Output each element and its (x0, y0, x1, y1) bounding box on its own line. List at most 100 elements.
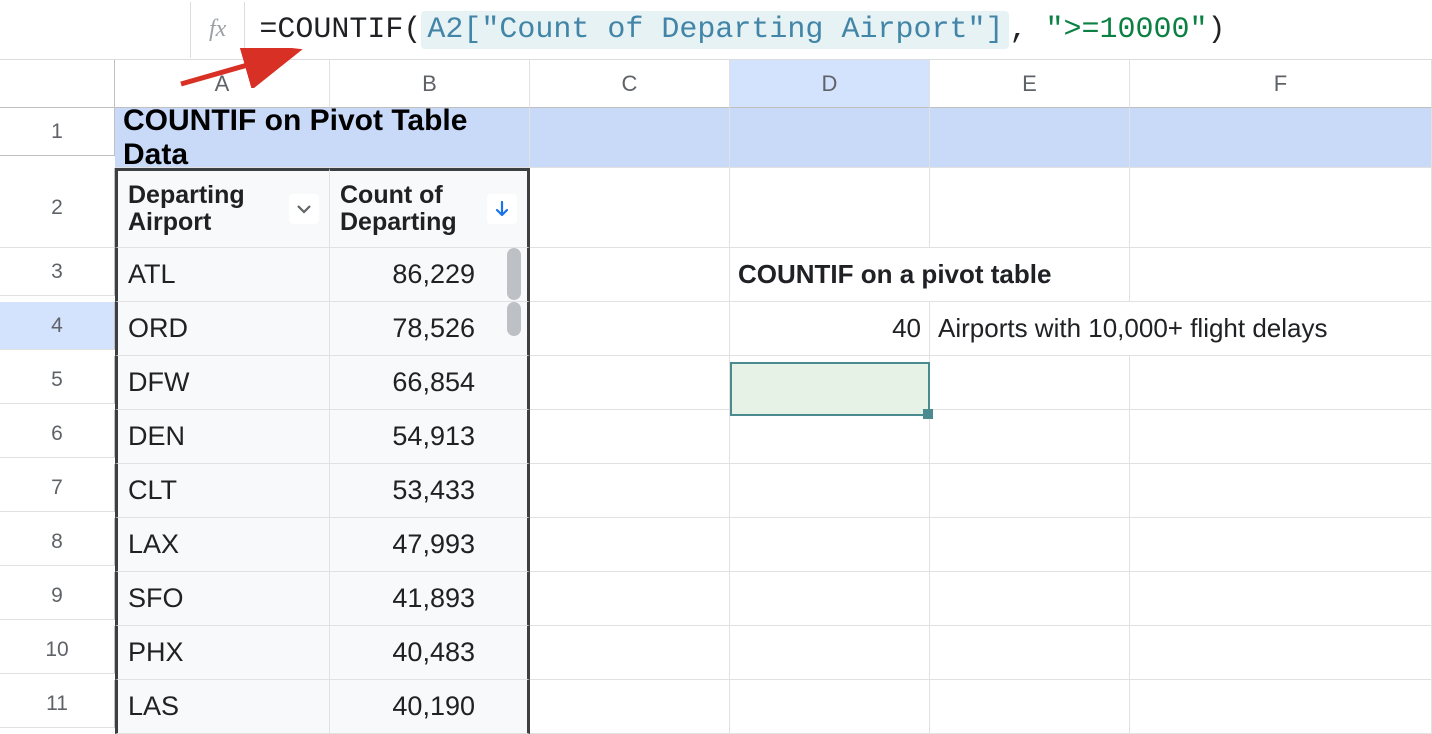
cell-F2[interactable] (1130, 168, 1432, 248)
formula-reference: A2["Count of Departing Airport"] (421, 11, 1009, 49)
pivot-cell-count[interactable]: 40,190 (330, 680, 530, 734)
pivot-cell-count[interactable]: 86,229 (330, 248, 530, 302)
cell-C5[interactable] (530, 356, 730, 410)
pivot-cell-airport[interactable]: ATL (115, 248, 330, 302)
cell-F1[interactable] (1130, 108, 1432, 168)
pivot-cell-count[interactable]: 41,893 (330, 572, 530, 626)
cell-E1[interactable] (930, 108, 1130, 168)
pivot-cell-airport[interactable]: DFW (115, 356, 330, 410)
pivot-header-count-departing[interactable]: Count of Departing (330, 168, 530, 248)
pivot-cell-count[interactable]: 66,854 (330, 356, 530, 410)
pivot-cell-count[interactable]: 47,993 (330, 518, 530, 572)
cell-F7[interactable] (1130, 464, 1432, 518)
title-cell[interactable]: COUNTIF on Pivot Table Data (115, 108, 530, 168)
cell-D1[interactable] (730, 108, 930, 168)
row-header-7[interactable]: 7 (0, 464, 115, 512)
cell-C4[interactable] (530, 302, 730, 356)
cell-C11[interactable] (530, 680, 730, 734)
formula-bar: fx =COUNTIF(A2["Count of Departing Airpo… (0, 0, 1432, 60)
sort-desc-arrow-icon[interactable] (487, 194, 517, 224)
fx-icon[interactable]: fx (191, 16, 244, 43)
cell-F10[interactable] (1130, 626, 1432, 680)
cell-E7[interactable] (930, 464, 1130, 518)
cell-E2[interactable] (930, 168, 1130, 248)
cell-C3[interactable] (530, 248, 730, 302)
formula-string-arg: ">=10000" (1045, 13, 1207, 47)
cell-C10[interactable] (530, 626, 730, 680)
pivot-scrollbar[interactable] (507, 302, 521, 355)
pivot-cell-count[interactable]: 53,433 (330, 464, 530, 518)
cell-C6[interactable] (530, 410, 730, 464)
spreadsheet-grid[interactable]: A B C D E F 1 COUNTIF on Pivot Table Dat… (0, 60, 1432, 734)
cell-F9[interactable] (1130, 572, 1432, 626)
result-label[interactable]: Airports with 10,000+ flight delays (930, 302, 1432, 356)
row-header-1[interactable]: 1 (0, 108, 115, 156)
formula-input[interactable]: =COUNTIF(A2["Count of Departing Airport"… (245, 11, 1225, 49)
pivot-cell-count[interactable]: 78,526 (330, 302, 530, 356)
cell-E10[interactable] (930, 626, 1130, 680)
row-header-2[interactable]: 2 (0, 168, 115, 248)
formula-fn-open: COUNTIF( (277, 13, 421, 47)
row-header-9[interactable]: 9 (0, 572, 115, 620)
cell-D8[interactable] (730, 518, 930, 572)
cell-D4-result[interactable]: 40 (730, 302, 930, 356)
cell-C9[interactable] (530, 572, 730, 626)
pivot-cell-count[interactable]: 40,483 (330, 626, 530, 680)
pivot-cell-airport[interactable]: LAS (115, 680, 330, 734)
col-header-A[interactable]: A (115, 60, 330, 108)
cell-C8[interactable] (530, 518, 730, 572)
pivot-header-departing-airport[interactable]: Departing Airport (115, 168, 330, 248)
cell-E9[interactable] (930, 572, 1130, 626)
cell-D6[interactable] (730, 410, 930, 464)
cell-D5[interactable] (730, 356, 930, 410)
row-header-8[interactable]: 8 (0, 518, 115, 566)
pivot-cell-airport[interactable]: LAX (115, 518, 330, 572)
pivot-cell-airport[interactable]: ORD (115, 302, 330, 356)
cell-F5[interactable] (1130, 356, 1432, 410)
col-header-E[interactable]: E (930, 60, 1130, 108)
cell-E5[interactable] (930, 356, 1130, 410)
select-all-corner[interactable] (0, 60, 115, 108)
pivot-header-a-label: Departing Airport (128, 182, 285, 237)
row-header-3[interactable]: 3 (0, 248, 115, 296)
row-header-5[interactable]: 5 (0, 356, 115, 404)
row-header-6[interactable]: 6 (0, 410, 115, 458)
col-header-D[interactable]: D (730, 60, 930, 108)
row-header-4[interactable]: 4 (0, 302, 115, 350)
formula-prefix: = (259, 13, 277, 47)
cell-E8[interactable] (930, 518, 1130, 572)
cell-E6[interactable] (930, 410, 1130, 464)
chevron-down-icon[interactable] (289, 194, 319, 224)
cell-F11[interactable] (1130, 680, 1432, 734)
cell-D9[interactable] (730, 572, 930, 626)
row-header-11[interactable]: 11 (0, 680, 115, 728)
pivot-cell-airport[interactable]: DEN (115, 410, 330, 464)
cell-C7[interactable] (530, 464, 730, 518)
formula-separator: , (1009, 13, 1045, 47)
cell-D10[interactable] (730, 626, 930, 680)
pivot-header-b-label: Count of Departing (340, 182, 483, 237)
pivot-count-value: 86,229 (392, 259, 475, 290)
cell-C1[interactable] (530, 108, 730, 168)
cell-F3[interactable] (1130, 248, 1432, 302)
pivot-cell-airport[interactable]: CLT (115, 464, 330, 518)
col-header-B[interactable]: B (330, 60, 530, 108)
cell-C2[interactable] (530, 168, 730, 248)
formula-fn-close: ) (1208, 13, 1226, 47)
cell-F6[interactable] (1130, 410, 1432, 464)
result-value: 40 (892, 313, 921, 344)
cell-D7[interactable] (730, 464, 930, 518)
pivot-scrollbar[interactable] (507, 248, 521, 301)
cell-E11[interactable] (930, 680, 1130, 734)
pivot-count-value: 78,526 (392, 313, 475, 344)
col-header-F[interactable]: F (1130, 60, 1432, 108)
pivot-cell-airport[interactable]: SFO (115, 572, 330, 626)
pivot-cell-count[interactable]: 54,913 (330, 410, 530, 464)
cell-D11[interactable] (730, 680, 930, 734)
cell-D2[interactable] (730, 168, 930, 248)
pivot-cell-airport[interactable]: PHX (115, 626, 330, 680)
side-heading[interactable]: COUNTIF on a pivot table (730, 248, 1130, 302)
col-header-C[interactable]: C (530, 60, 730, 108)
cell-F8[interactable] (1130, 518, 1432, 572)
row-header-10[interactable]: 10 (0, 626, 115, 674)
